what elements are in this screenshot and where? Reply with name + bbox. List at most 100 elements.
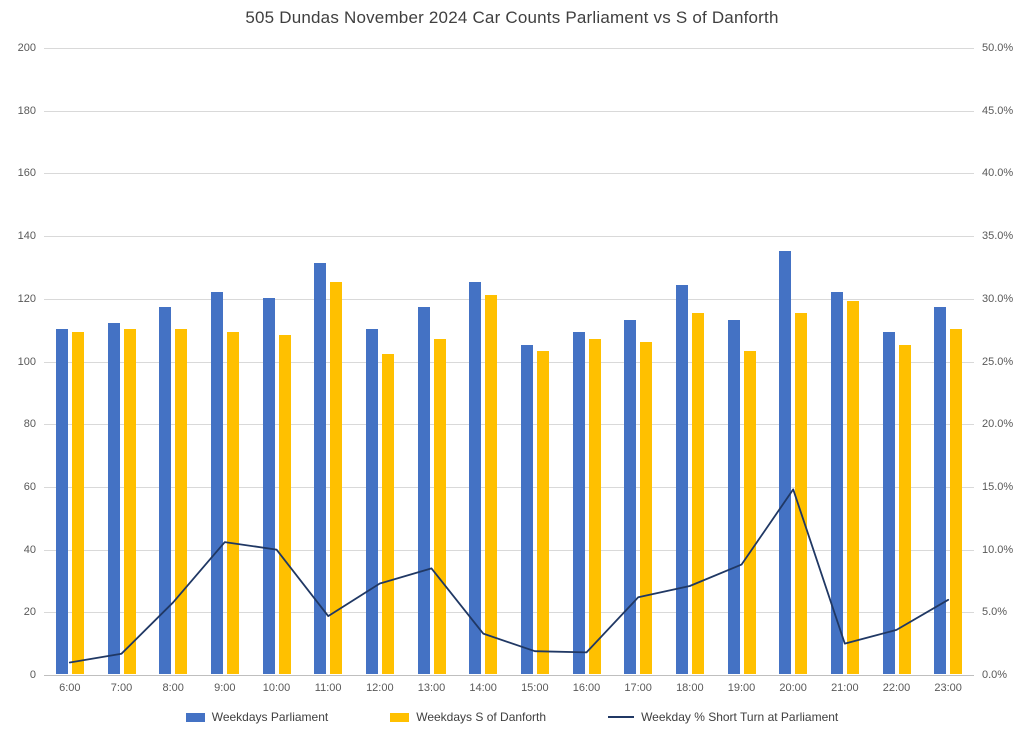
gridline [44, 111, 974, 112]
legend-label-weekdays-parliament: Weekdays Parliament [211, 710, 329, 724]
bar-weekdays-s-of-danforth [640, 342, 652, 674]
y-axis-label-right: 45.0% [982, 105, 1014, 117]
x-axis-label: 19:00 [727, 682, 756, 694]
y-axis-label-left: 100 [17, 356, 36, 368]
bar-weekdays-parliament [728, 320, 740, 674]
bar-weekdays-parliament [883, 332, 895, 674]
x-axis-label: 23:00 [934, 682, 962, 694]
gridline [44, 424, 974, 425]
gridline [44, 173, 974, 174]
legend: Weekdays Parliament Weekdays S of Danfort… [0, 708, 1024, 726]
bar-weekdays-parliament [573, 332, 585, 674]
x-axis-label: 14:00 [469, 682, 497, 694]
gridline [44, 487, 974, 488]
x-axis-label: 11:00 [314, 682, 342, 694]
x-axis-label: 13:00 [417, 682, 446, 694]
bar-weekdays-s-of-danforth [330, 282, 342, 674]
y-axis-label-right: 15.0% [982, 481, 1014, 493]
bar-weekdays-parliament [521, 345, 533, 674]
gridline [44, 550, 974, 551]
bar-weekdays-s-of-danforth [537, 351, 549, 674]
y-axis-label-left: 20 [23, 606, 36, 618]
gridline [44, 299, 974, 300]
bar-weekdays-parliament [934, 307, 946, 674]
gridline [44, 48, 974, 49]
x-axis-label: 6:00 [59, 682, 81, 694]
bar-weekdays-parliament [624, 320, 636, 674]
bar-weekdays-parliament [676, 285, 688, 674]
x-axis-label: 18:00 [676, 682, 704, 694]
x-axis: 6:00 7:00 8:00 9:00 10:00 11:00 12:00 13:00 14:0… [44, 682, 974, 696]
y-axis-label-right: 50.0% [982, 42, 1014, 54]
legend-label-weekdays-s-of-danforth: Weekdays S of Danforth [416, 710, 547, 724]
bar-weekdays-s-of-danforth [434, 339, 446, 674]
bar-weekdays-s-of-danforth [795, 313, 807, 674]
bar-weekdays-s-of-danforth [124, 329, 136, 674]
x-axis-label: 20:00 [779, 682, 807, 694]
bar-weekdays-s-of-danforth [485, 295, 497, 674]
bar-weekdays-parliament [263, 298, 275, 674]
legend-item-weekdays-s-of-danforth: Weekdays S of Danforth [390, 710, 546, 724]
y-axis-label-left: 140 [17, 230, 36, 242]
x-axis-label: 16:00 [572, 682, 601, 694]
x-axis-label: 22:00 [882, 682, 911, 694]
legend-swatch-weekday-short-turn-at-parliament [608, 716, 635, 718]
legend-item-weekday-short-turn-at-parliament: Weekday % Short Turn at Parliament [608, 710, 838, 724]
y-axis-label-right: 0.0% [982, 669, 1008, 681]
x-axis-label: 21:00 [831, 682, 859, 694]
legend-swatch-weekdays-s-of-danforth [390, 712, 410, 722]
bar-weekdays-parliament [779, 251, 791, 674]
gridline [44, 362, 974, 363]
bar-weekdays-parliament [314, 263, 326, 674]
x-axis-label: 8:00 [162, 682, 184, 694]
y-axis-label-left: 160 [17, 167, 36, 179]
x-axis-label: 9:00 [214, 682, 236, 694]
y-axis-label-left: 0 [29, 669, 36, 681]
bar-weekdays-s-of-danforth [847, 301, 859, 674]
bar-weekdays-parliament [831, 292, 843, 674]
x-axis-label: 12:00 [366, 682, 394, 694]
bar-weekdays-parliament [108, 323, 120, 674]
y-axis-label-right: 25.0% [982, 356, 1014, 368]
y-axis-label-left: 120 [17, 293, 36, 305]
x-axis-label: 15:00 [521, 682, 549, 694]
bar-weekdays-s-of-danforth [899, 345, 911, 674]
chart-title: 505 Dundas November 2024 Car Counts Parl… [245, 8, 779, 27]
bar-weekdays-s-of-danforth [175, 329, 187, 674]
y-axis-label-left: 200 [17, 42, 36, 54]
bar-weekdays-parliament [366, 329, 378, 674]
x-axis-line [44, 675, 974, 676]
y-axis-label-left: 80 [23, 418, 36, 430]
legend-swatch-weekdays-parliament [185, 712, 205, 722]
y-axis-label-left: 180 [17, 105, 36, 117]
bar-weekdays-s-of-danforth [279, 335, 291, 674]
legend-item-weekdays-parliament: Weekdays Parliament [185, 710, 329, 724]
bar-weekdays-s-of-danforth [72, 332, 84, 674]
y-axis-label-right: 40.0% [982, 167, 1014, 179]
bar-weekdays-s-of-danforth [227, 332, 239, 674]
y-axis-label-left: 60 [23, 481, 36, 493]
line-weekday-short-turn-at-parliament [68, 488, 950, 664]
gridline [44, 612, 974, 613]
y-axis-label-left: 40 [23, 544, 36, 556]
y-axis-label-right: 5.0% [982, 606, 1008, 618]
bar-weekdays-parliament [211, 292, 223, 674]
bar-weekdays-s-of-danforth [744, 351, 756, 674]
legend-label-weekday-short-turn-at-parliament: Weekday % Short Turn at Parliament [641, 710, 839, 724]
x-axis-label: 17:00 [624, 682, 652, 694]
short-turn-line-layer [68, 488, 950, 664]
x-axis-label: 7:00 [110, 682, 133, 694]
y-axis-label-right: 35.0% [982, 230, 1014, 242]
bar-weekdays-s-of-danforth [382, 354, 394, 674]
bar-weekdays-parliament [418, 307, 430, 674]
bar-weekdays-parliament [469, 282, 481, 674]
bar-weekdays-parliament [159, 307, 171, 674]
gridline [44, 236, 974, 237]
bar-weekdays-s-of-danforth [950, 329, 962, 674]
x-axis-label: 10:00 [262, 682, 291, 694]
y-axis-label-right: 30.0% [982, 293, 1014, 305]
bar-weekdays-parliament [56, 329, 68, 674]
plot-area [44, 48, 974, 676]
y-axis-label-right: 20.0% [982, 418, 1014, 430]
